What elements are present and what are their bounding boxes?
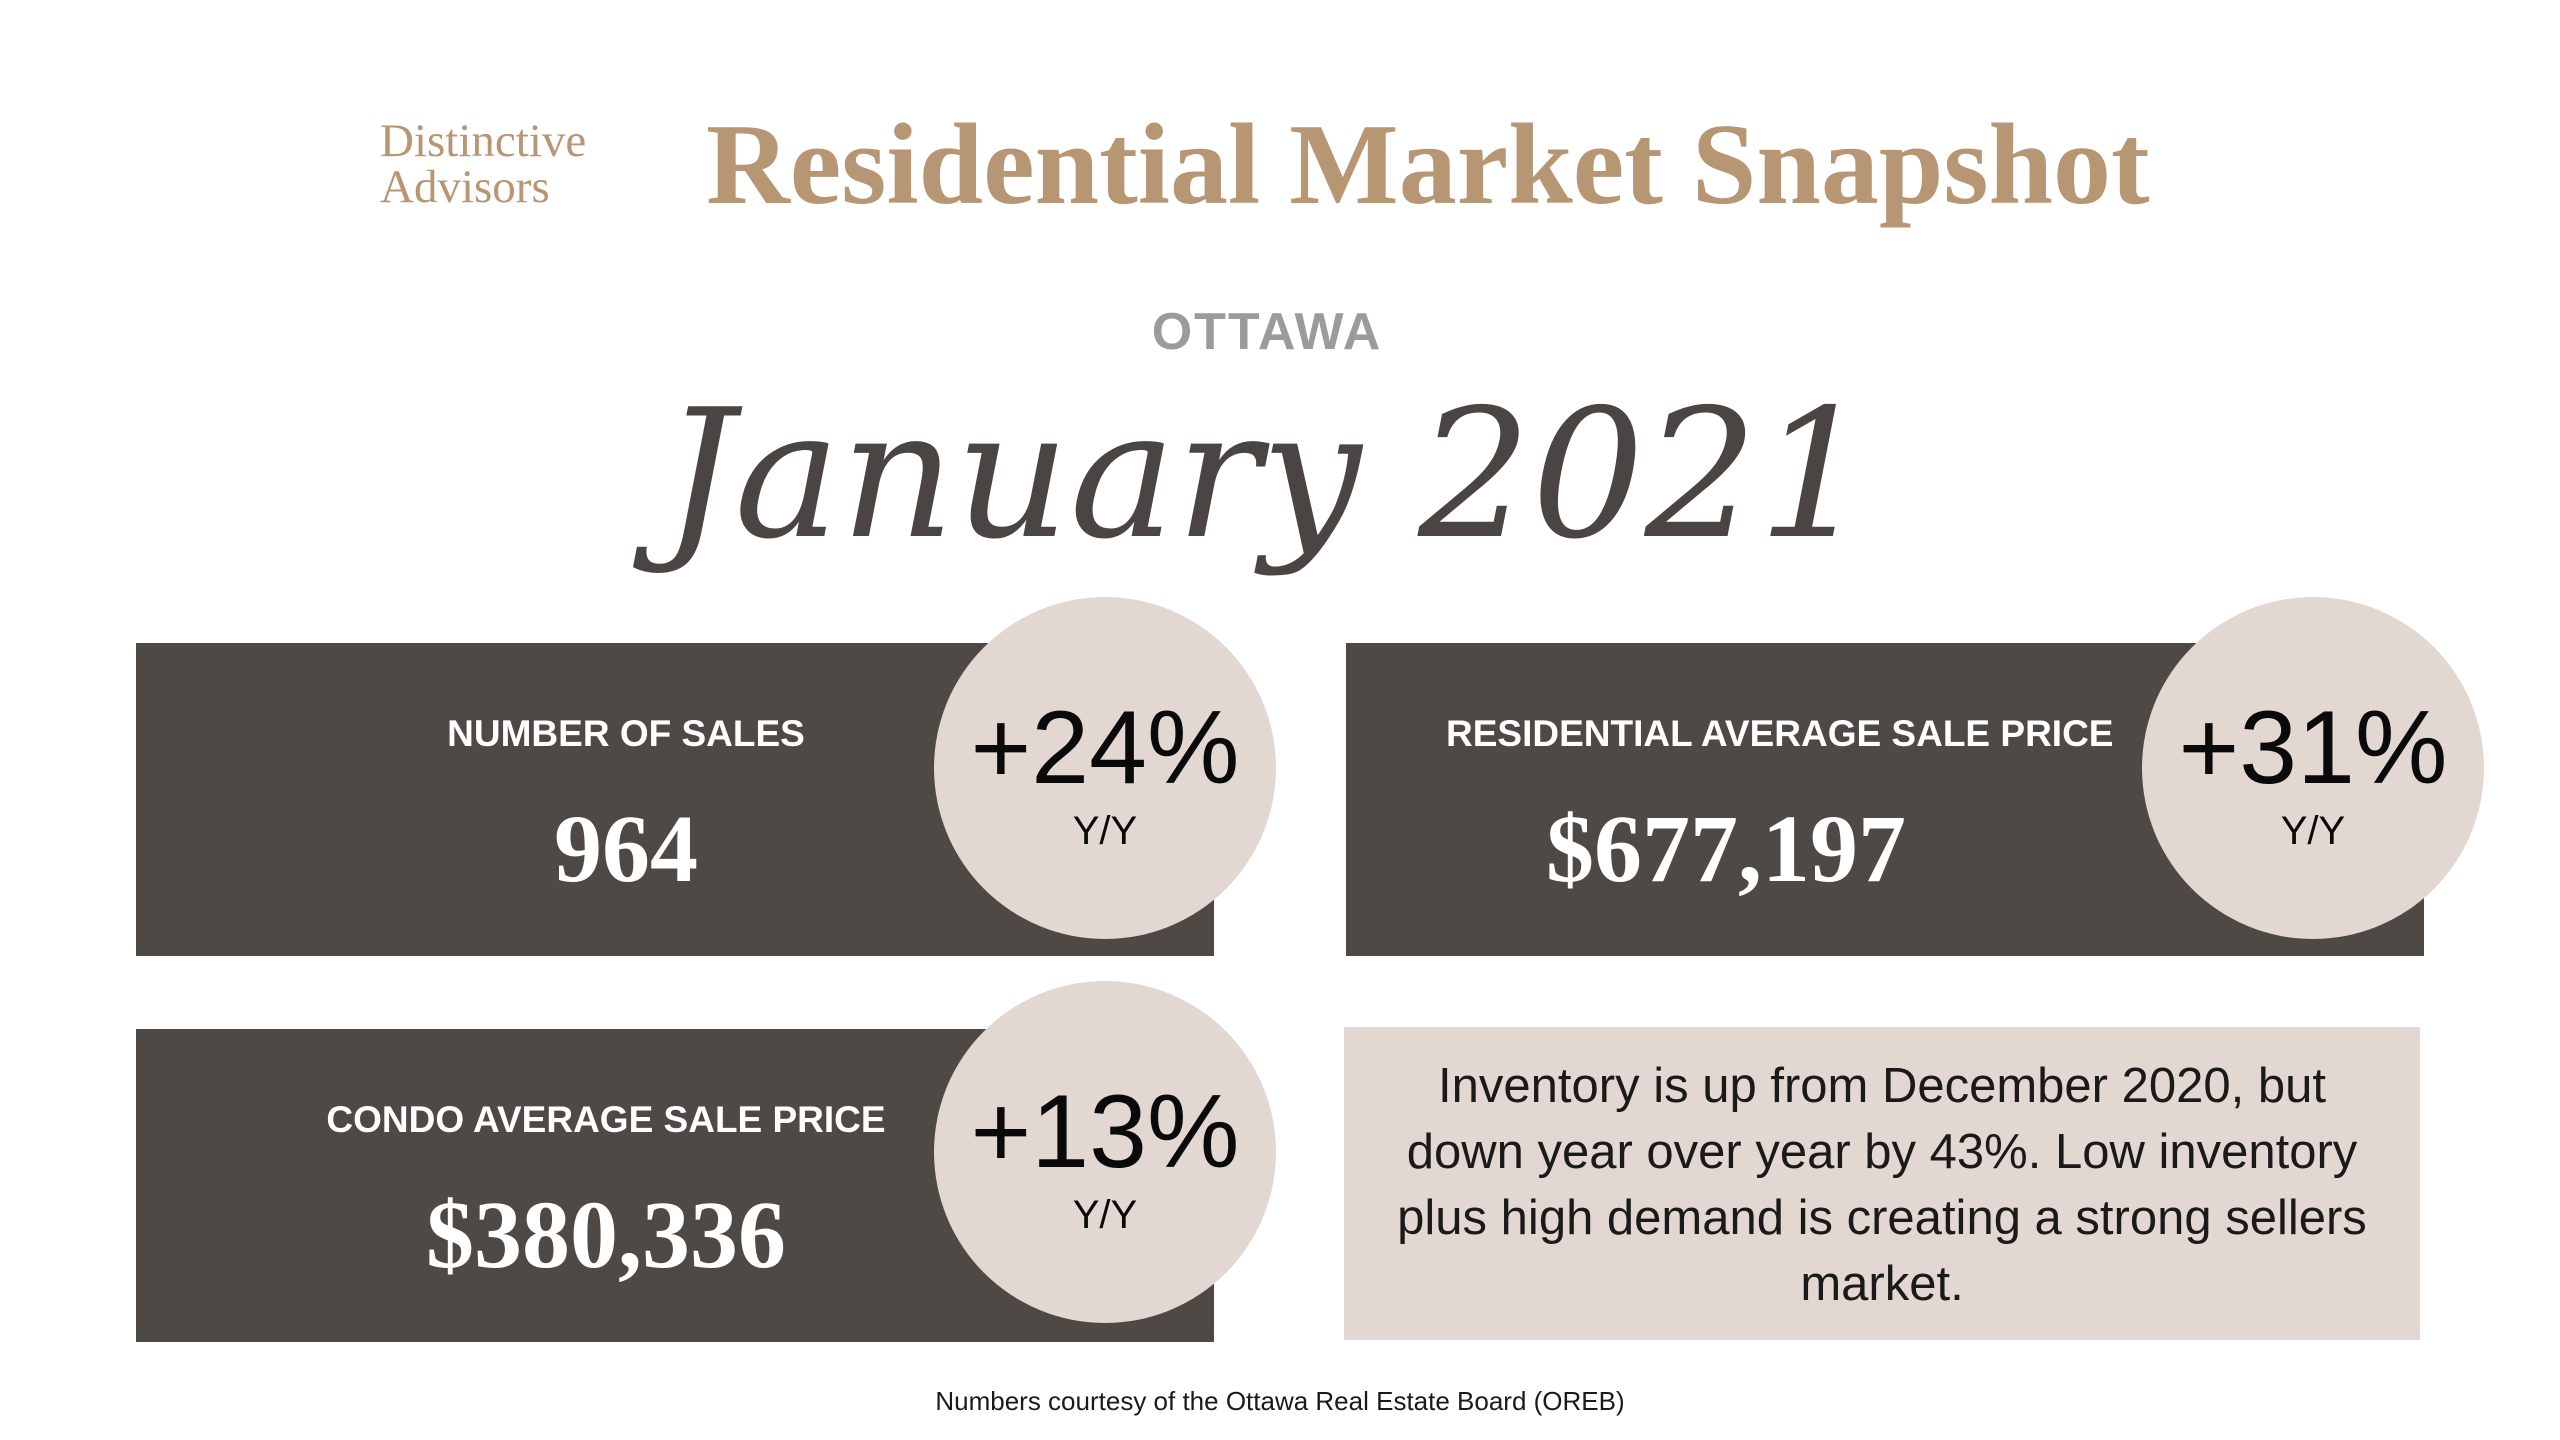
page-title: Residential Market Snapshot (706, 101, 2150, 229)
condo-price-value: $380,336 (426, 1181, 786, 1288)
inventory-note-box: Inventory is up from December 2020, but … (1344, 1027, 2420, 1340)
city-label: OTTAWA (1151, 303, 1383, 361)
condo-price-label: CONDO AVERAGE SALE PRICE (326, 1099, 886, 1140)
inventory-note-text: Inventory is up from December 2020, but … (1397, 1059, 2367, 1311)
residential-change-badge: +31% Y/Y (2142, 597, 2484, 939)
condo-change-unit: Y/Y (1072, 1193, 1138, 1237)
residential-change-unit: Y/Y (2280, 809, 2346, 853)
sales-label: NUMBER OF SALES (447, 713, 805, 754)
sales-value: 964 (554, 795, 698, 902)
residential-change-value: +31% (2178, 690, 2448, 806)
sales-change-badge: +24% Y/Y (934, 597, 1276, 939)
brand-line-1: Distinctive (380, 115, 587, 167)
residential-price-label: RESIDENTIAL AVERAGE SALE PRICE (1446, 713, 2114, 754)
condo-change-badge: +13% Y/Y (934, 981, 1276, 1323)
brand-line-2: Advisors (380, 161, 550, 213)
sales-change-value: +24% (970, 690, 1240, 806)
brand-logo: Distinctive Advisors (380, 115, 587, 213)
source-footer: Numbers courtesy of the Ottawa Real Esta… (935, 1386, 1625, 1416)
sales-change-unit: Y/Y (1072, 809, 1138, 853)
condo-change-value: +13% (970, 1074, 1240, 1190)
residential-price-value: $677,197 (1546, 795, 1906, 902)
period-heading: January 2021 (662, 371, 1872, 578)
